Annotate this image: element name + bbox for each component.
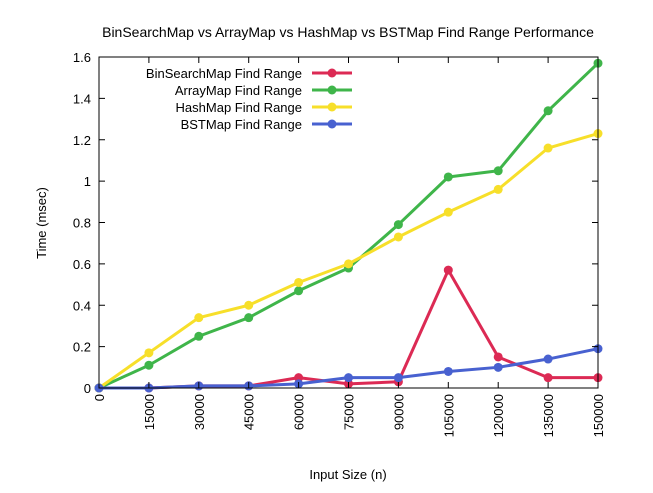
plot-area (94, 58, 603, 393)
legend-marker-arraymap-find-range (327, 85, 337, 95)
y-tick-label: 0.6 (73, 257, 91, 272)
data-point-binsearchmap-find-range (294, 373, 304, 383)
y-axis-label: Time (msec) (34, 187, 49, 259)
data-point-hashmap-find-range (493, 184, 503, 194)
data-point-hashmap-find-range (543, 143, 553, 153)
y-tick-label: 1.4 (73, 91, 91, 106)
data-point-bstmap-find-range (344, 373, 353, 383)
series-line-arraymap-find-range (98, 62, 600, 390)
data-point-bstmap-find-range (543, 354, 553, 364)
legend-label-binsearchmap-find-range: BinSearchMap Find Range (146, 66, 302, 81)
data-point-arraymap-find-range (194, 331, 204, 341)
data-point-arraymap-find-range (294, 286, 304, 296)
legend-marker-binsearchmap-find-range (327, 68, 337, 78)
data-point-binsearchmap-find-range (443, 265, 453, 275)
data-point-arraymap-find-range (244, 313, 254, 323)
x-tick-label: 105000 (441, 394, 456, 437)
x-tick-label: 120000 (491, 394, 506, 437)
legend-label-bstmap-find-range: BSTMap Find Range (181, 117, 302, 132)
data-point-hashmap-find-range (244, 300, 254, 310)
legend-label-hashmap-find-range: HashMap Find Range (176, 100, 302, 115)
data-point-bstmap-find-range (443, 366, 453, 376)
data-point-hashmap-find-range (294, 277, 304, 287)
x-tick-label: 60000 (292, 394, 307, 430)
data-point-hashmap-find-range (344, 259, 353, 269)
data-point-hashmap-find-range (194, 313, 204, 323)
data-point-arraymap-find-range (543, 106, 553, 116)
y-tick-label: 0.8 (73, 216, 91, 231)
chart-title: BinSearchMap vs ArrayMap vs HashMap vs B… (102, 24, 594, 40)
y-tick-label: 1.2 (73, 133, 91, 148)
x-axis-label: Input Size (n) (309, 467, 386, 482)
y-tick-label: 0.4 (73, 298, 91, 313)
x-tick-label: 135000 (541, 394, 556, 437)
x-tick-label: 150000 (591, 394, 606, 437)
data-point-binsearchmap-find-range (493, 352, 503, 362)
data-point-arraymap-find-range (393, 220, 403, 230)
y-tick-label: 1.6 (73, 50, 91, 65)
data-point-bstmap-find-range (393, 373, 403, 383)
x-tick-label: 30000 (192, 394, 207, 430)
x-tick-label: 75000 (342, 394, 357, 430)
axes: 0 0.2 0.4 0.6 0.8 1 1.2 1.4 1.6 0 15000 30000 45000 6… (73, 50, 606, 437)
data-point-arraymap-find-range (443, 172, 453, 182)
x-tick-label: 45000 (242, 394, 257, 430)
data-point-arraymap-find-range (144, 360, 154, 370)
series-line-binsearchmap-find-range (99, 268, 598, 390)
legend-marker-bstmap-find-range (327, 119, 337, 129)
x-tick-label: 90000 (391, 394, 406, 430)
y-tick-label: 0 (84, 381, 91, 396)
legend: BinSearchMap Find Range ArrayMap Find Ran… (146, 66, 352, 132)
data-point-binsearchmap-find-range (543, 373, 553, 383)
x-tick-label: 0 (92, 394, 107, 401)
y-tick-label: 0.2 (73, 340, 91, 355)
data-point-bstmap-find-range (493, 362, 503, 372)
data-point-hashmap-find-range (144, 348, 154, 358)
y-tick-label: 1 (84, 174, 91, 189)
data-point-hashmap-find-range (393, 232, 403, 242)
legend-marker-hashmap-find-range (327, 102, 337, 112)
data-point-arraymap-find-range (493, 166, 503, 176)
data-point-hashmap-find-range (443, 207, 453, 217)
legend-label-arraymap-find-range: ArrayMap Find Range (175, 83, 302, 98)
x-tick-label: 15000 (142, 394, 157, 430)
